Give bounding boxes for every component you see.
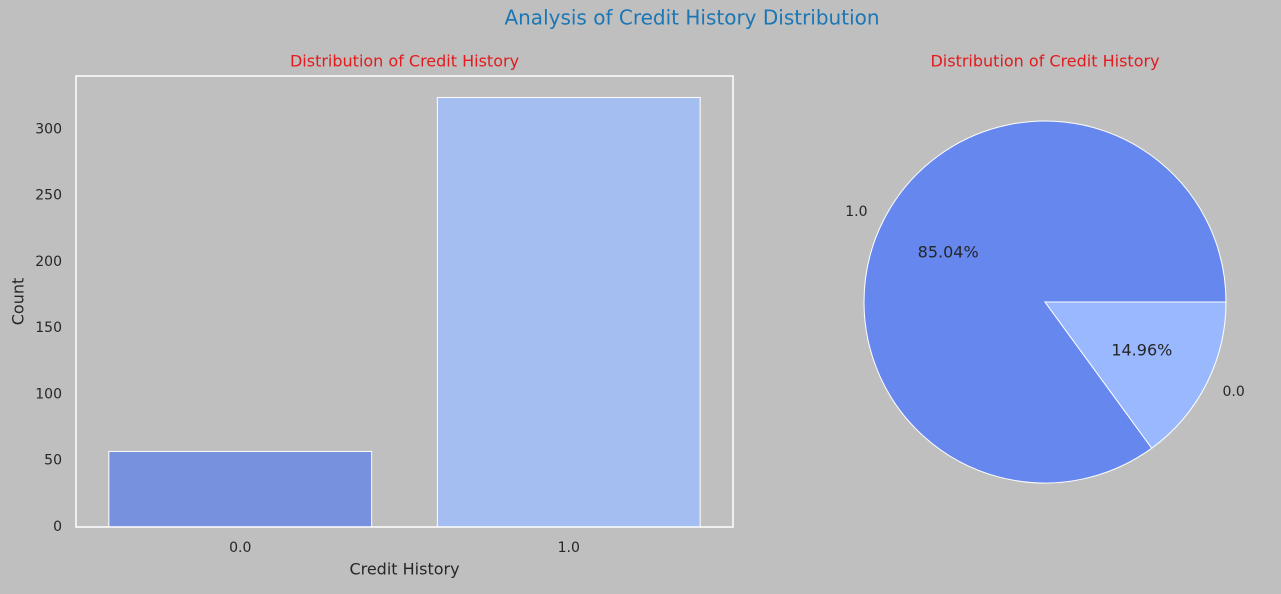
axes-frame bbox=[75, 75, 734, 528]
value-label: 85.04% bbox=[918, 242, 979, 261]
value-label: 14.96% bbox=[1111, 341, 1172, 360]
y-tick-label: 50 bbox=[44, 453, 62, 469]
y-tick-label: 100 bbox=[35, 386, 62, 402]
figure-title: Analysis of Credit History Distribution bbox=[504, 6, 879, 30]
y-tick-label: 300 bbox=[35, 121, 62, 137]
bar bbox=[436, 96, 701, 528]
subplot-title: Distribution of Credit History bbox=[930, 52, 1159, 71]
x-tick-label: 0.0 bbox=[229, 540, 251, 556]
subplot-title: Distribution of Credit History bbox=[290, 52, 519, 71]
slice-label: 1.0 bbox=[845, 204, 867, 220]
x-axis-label: Credit History bbox=[349, 560, 459, 579]
x-tick-label: 1.0 bbox=[558, 540, 580, 556]
y-tick-label: 250 bbox=[35, 188, 62, 204]
slice-label: 0.0 bbox=[1223, 384, 1245, 400]
bar bbox=[108, 450, 373, 528]
y-tick-label: 200 bbox=[35, 254, 62, 270]
y-tick-label: 0 bbox=[53, 519, 62, 535]
pie-slice bbox=[1044, 301, 1227, 449]
y-tick-label: 150 bbox=[35, 320, 62, 336]
y-axis-label: Count bbox=[9, 278, 28, 326]
